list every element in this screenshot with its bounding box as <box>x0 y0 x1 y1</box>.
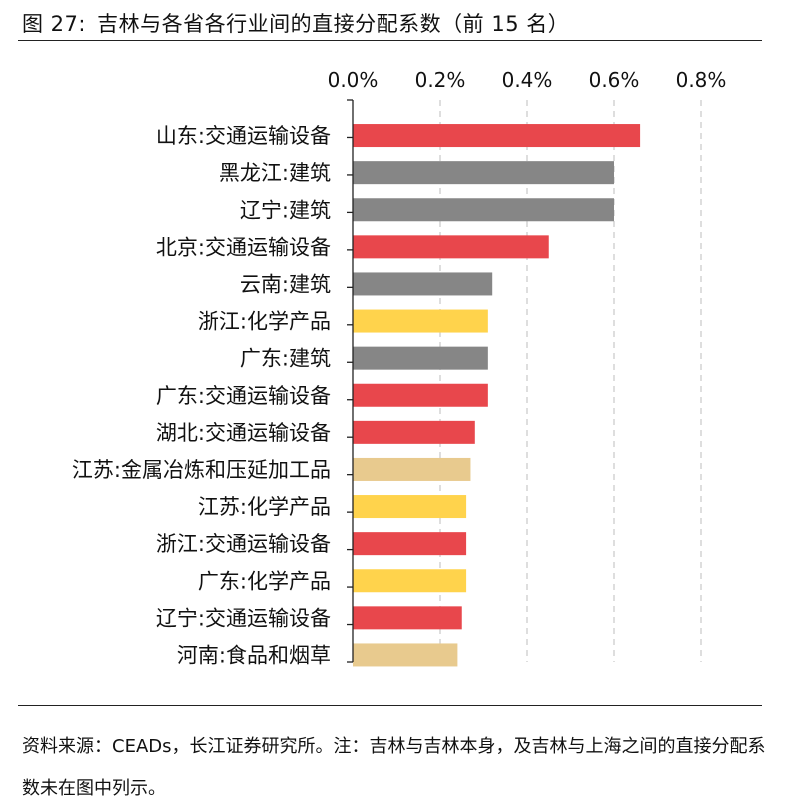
category-label: 辽宁:交通运输设备 <box>156 606 331 630</box>
bar <box>353 309 488 333</box>
bar <box>353 124 641 148</box>
category-label: 江苏:化学产品 <box>198 495 331 519</box>
bar <box>353 272 493 296</box>
category-label: 浙江:交通运输设备 <box>156 532 331 556</box>
bar <box>353 235 549 259</box>
footer-rule <box>18 705 762 706</box>
category-label: 河南:食品和烟草 <box>177 643 331 667</box>
title-rule <box>18 40 762 41</box>
bar <box>353 532 467 556</box>
source-note: 资料来源：CEADs，长江证券研究所。注：吉林与吉林本身，及吉林与上海之间的直接… <box>22 736 766 799</box>
category-label: 辽宁:建筑 <box>240 198 331 222</box>
figure-number: 图 27: <box>22 12 86 36</box>
category-label: 湖北:交通运输设备 <box>156 421 331 445</box>
bar <box>353 346 488 370</box>
category-label: 北京:交通运输设备 <box>156 235 331 259</box>
bar-chart: 0.0% 0.2% 0.4% 0.6% 0.8% 山东:交通运输设备黑龙江:建筑辽宁:建筑… <box>72 68 727 667</box>
x-tick-label: 0.4% <box>502 68 553 92</box>
bar <box>353 643 458 667</box>
bar <box>353 495 467 519</box>
x-tick-label: 0.8% <box>676 68 727 92</box>
bar <box>353 198 614 222</box>
x-tick-label: 0.0% <box>328 68 379 92</box>
figure-title-text: 吉林与各省各行业间的直接分配系数（前 15 名） <box>97 12 570 36</box>
x-tick-label: 0.6% <box>589 68 640 92</box>
x-tick-label: 0.2% <box>415 68 466 92</box>
category-label: 广东:建筑 <box>240 347 331 371</box>
bar <box>353 457 471 481</box>
figure-title: 图 27: 吉林与各省各行业间的直接分配系数（前 15 名） <box>22 8 569 38</box>
bar <box>353 420 475 444</box>
bar <box>353 569 467 593</box>
category-label: 广东:交通运输设备 <box>156 384 331 408</box>
category-label: 广东:化学产品 <box>198 569 331 593</box>
category-label: 云南:建筑 <box>240 272 331 296</box>
category-label: 江苏:金属冶炼和压延加工品 <box>72 458 331 482</box>
bar <box>353 606 462 630</box>
category-label: 浙江:化学产品 <box>198 310 331 334</box>
bar <box>353 383 488 407</box>
category-label: 黑龙江:建筑 <box>219 161 331 185</box>
bar <box>353 161 614 185</box>
category-label: 山东:交通运输设备 <box>156 124 331 148</box>
